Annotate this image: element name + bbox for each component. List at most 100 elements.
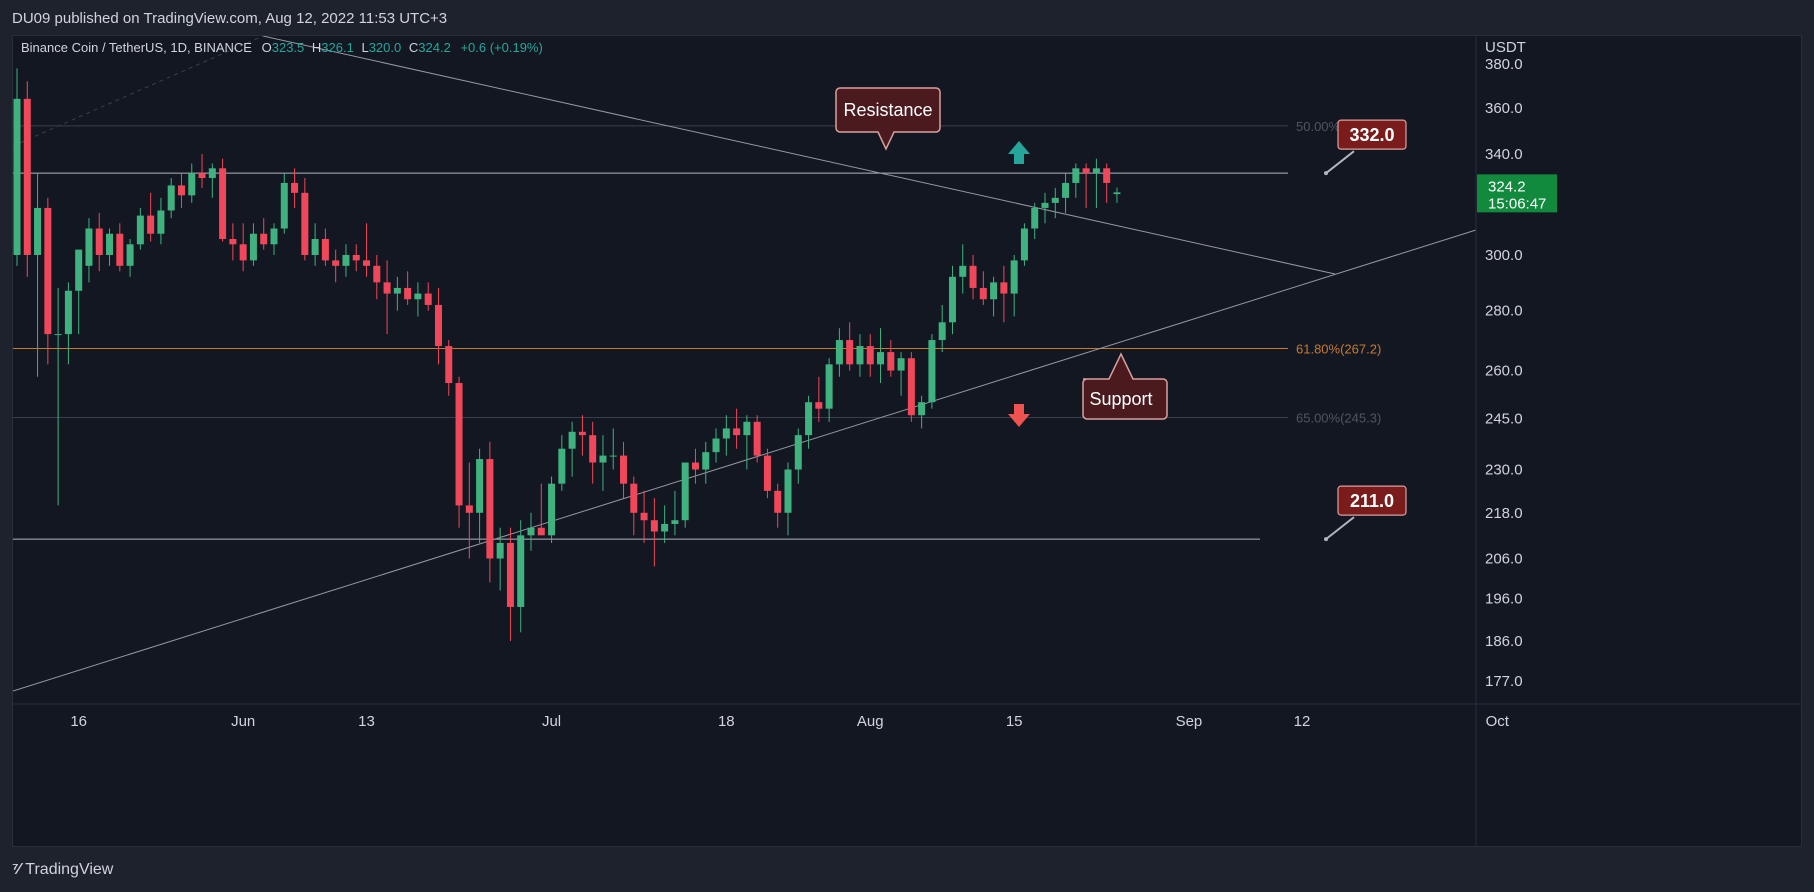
candle-body[interactable] (763, 455, 771, 491)
candle-body[interactable] (64, 290, 72, 335)
footer-brand[interactable]: TradingView (25, 861, 114, 878)
candle-body[interactable] (1051, 197, 1059, 203)
candle-body[interactable] (404, 287, 412, 300)
candle-body[interactable] (887, 352, 895, 371)
candle-body[interactable] (1062, 182, 1070, 198)
candle-body[interactable] (136, 215, 144, 245)
candle-body[interactable] (558, 448, 566, 484)
candle-body[interactable] (34, 207, 42, 255)
candle-body[interactable] (311, 238, 319, 255)
candle-body[interactable] (938, 322, 946, 341)
candle-body[interactable] (979, 287, 987, 300)
candle-body[interactable] (85, 228, 93, 266)
candle-body[interactable] (990, 282, 998, 300)
candle-body[interactable] (948, 276, 956, 323)
candle-body[interactable] (805, 402, 813, 436)
candle-body[interactable] (116, 233, 124, 266)
candle-body[interactable] (650, 520, 658, 532)
candle-body[interactable] (208, 168, 216, 179)
chart-panel[interactable]: 50.00% 61.80%(267.2) 65.00%(245.3) 332.0 21… (12, 35, 1802, 847)
candle-body[interactable] (753, 421, 761, 456)
candle-body[interactable] (414, 293, 422, 300)
candle-body[interactable] (44, 207, 52, 335)
candle-body[interactable] (794, 435, 802, 470)
candle-body[interactable] (959, 265, 967, 277)
candle-body[interactable] (568, 431, 576, 449)
support-callout[interactable] (1082, 352, 1168, 420)
candle-body[interactable] (157, 210, 165, 234)
candle-body[interactable] (363, 260, 371, 266)
candle-body[interactable] (1072, 168, 1080, 183)
candle-body[interactable] (342, 254, 350, 266)
candle-body[interactable] (445, 346, 453, 384)
candle-body[interactable] (434, 304, 442, 347)
candle-body[interactable] (609, 455, 617, 457)
candle-body[interactable] (239, 244, 247, 261)
candle-body[interactable] (733, 428, 741, 436)
candle-body[interactable] (877, 352, 885, 365)
candle-body[interactable] (301, 192, 309, 255)
candle-body[interactable] (486, 459, 494, 559)
candle-body[interactable] (219, 168, 227, 239)
candle-body[interactable] (969, 265, 977, 288)
candle-body[interactable] (54, 334, 62, 336)
candle-body[interactable] (1031, 207, 1039, 229)
candle-body[interactable] (589, 435, 597, 463)
price-tag-box[interactable] (1337, 119, 1407, 150)
candle-body[interactable] (578, 431, 586, 436)
candle-body[interactable] (743, 421, 751, 436)
candle-body[interactable] (95, 228, 103, 255)
candle-body[interactable] (702, 452, 710, 470)
candle-body[interactable] (825, 364, 833, 409)
candle-body[interactable] (815, 402, 823, 409)
candle-body[interactable] (537, 527, 545, 536)
candle-body[interactable] (465, 505, 473, 513)
candle-body[interactable] (75, 249, 83, 291)
candle-body[interactable] (249, 233, 257, 261)
candle-body[interactable] (784, 469, 792, 513)
candle-body[interactable] (640, 512, 648, 521)
candle-body[interactable] (229, 238, 237, 245)
candle-body[interactable] (691, 462, 699, 470)
candle-body[interactable] (1041, 202, 1049, 208)
candle-body[interactable] (321, 238, 329, 261)
candle-body[interactable] (332, 260, 340, 266)
candle-body[interactable] (1010, 260, 1018, 294)
resistance-callout[interactable] (835, 87, 941, 151)
candle-body[interactable] (835, 340, 843, 365)
candle-body[interactable] (13, 98, 21, 255)
candle-body[interactable] (1082, 168, 1090, 174)
candle-body[interactable] (712, 438, 720, 453)
candle-body[interactable] (1113, 192, 1121, 195)
candle-body[interactable] (897, 358, 905, 371)
candle-body[interactable] (722, 428, 730, 439)
candle-body[interactable] (1092, 168, 1100, 174)
candle-body[interactable] (1103, 168, 1111, 183)
candle-body[interactable] (167, 185, 175, 211)
candle-body[interactable] (352, 254, 360, 261)
candle-body[interactable] (270, 228, 278, 245)
candle-body[interactable] (681, 462, 689, 521)
candle-body[interactable] (866, 346, 874, 365)
candle-body[interactable] (126, 244, 134, 266)
candle-body[interactable] (918, 402, 926, 416)
price-tag-box[interactable] (1337, 485, 1407, 516)
candle-body[interactable] (455, 383, 463, 506)
candle-body[interactable] (599, 455, 607, 463)
candle-body[interactable] (548, 483, 556, 536)
candle-body[interactable] (23, 98, 31, 255)
candle-body[interactable] (517, 535, 525, 607)
candle-body[interactable] (506, 542, 514, 607)
chart-canvas[interactable]: 50.00% 61.80%(267.2) 65.00%(245.3) 332.0 21… (13, 36, 1801, 846)
candle-body[interactable] (106, 233, 114, 255)
candle-body[interactable] (177, 185, 185, 196)
candle-body[interactable] (846, 340, 854, 365)
candle-body[interactable] (620, 455, 628, 484)
candle-body[interactable] (527, 527, 535, 536)
candle-body[interactable] (260, 233, 268, 245)
tradingview-logo-icon[interactable]: ⁷⁄ (12, 861, 20, 878)
candle-body[interactable] (907, 358, 915, 416)
candle-body[interactable] (291, 182, 299, 193)
candle-body[interactable] (373, 265, 381, 283)
candle-body[interactable] (774, 490, 782, 513)
